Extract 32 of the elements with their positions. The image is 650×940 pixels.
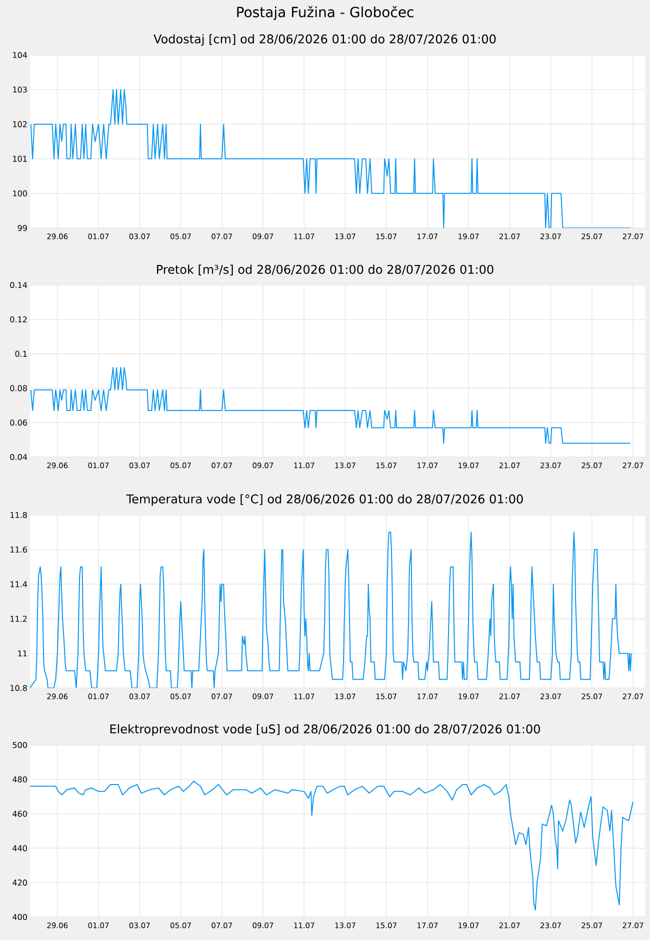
y-tick-label: 11.2 (10, 616, 27, 622)
y-tick-label: 11.8 (10, 512, 27, 518)
line-series (30, 89, 631, 228)
y-tick-label: 0.06 (10, 420, 27, 426)
y-tick-label: 102 (13, 121, 27, 128)
y-tick-label: 11.4 (10, 581, 28, 588)
y-tick-label: 104 (13, 52, 28, 58)
y-tick-label: 400 (12, 914, 27, 920)
y-tick-label: 0.1 (15, 350, 27, 357)
y-tick-label: 11.6 (10, 546, 27, 553)
y-tick-label: 100 (13, 190, 27, 196)
y-tick-label: 10.8 (10, 684, 27, 692)
y-tick-label: 0.04 (10, 454, 28, 460)
y-tick-label: 460 (12, 810, 27, 817)
y-tick-label: 480 (12, 776, 27, 782)
y-tick-label: 440 (12, 845, 27, 852)
y-tick-label: 99 (18, 224, 27, 232)
line-series (30, 367, 631, 444)
y-tick-label: 0.08 (10, 385, 27, 392)
chart-title: Elektroprevodnost vode [uS] od 28/06/2026 01:00 do 28/07/2026 01:00 (110, 724, 540, 736)
chart-subtitle: Vodostaj [cm] od 28/06/2026 01:00 do 28/07/2026 01:00 (154, 34, 496, 46)
y-tick-label: 500 (12, 742, 27, 748)
y-tick-label: 11 (18, 650, 27, 656)
y-tick-label: 103 (13, 86, 27, 93)
y-tick-label: 0.12 (10, 316, 27, 322)
y-tick-label: 101 (13, 156, 27, 162)
chart-title: Temperatura vode [°C] od 28/06/2026 01:00 do 28/07/2026 01:00 (126, 494, 523, 506)
line-series (30, 532, 632, 688)
y-tick-label: 0.14 (10, 282, 28, 288)
chart-title: Postaja Fužina - Globočec (237, 6, 414, 20)
chart-title: Pretok [m³/s] od 28/06/2026 01:00 do 28/07/2026 01:00 (157, 264, 494, 276)
y-tick-label: 420 (12, 880, 27, 886)
